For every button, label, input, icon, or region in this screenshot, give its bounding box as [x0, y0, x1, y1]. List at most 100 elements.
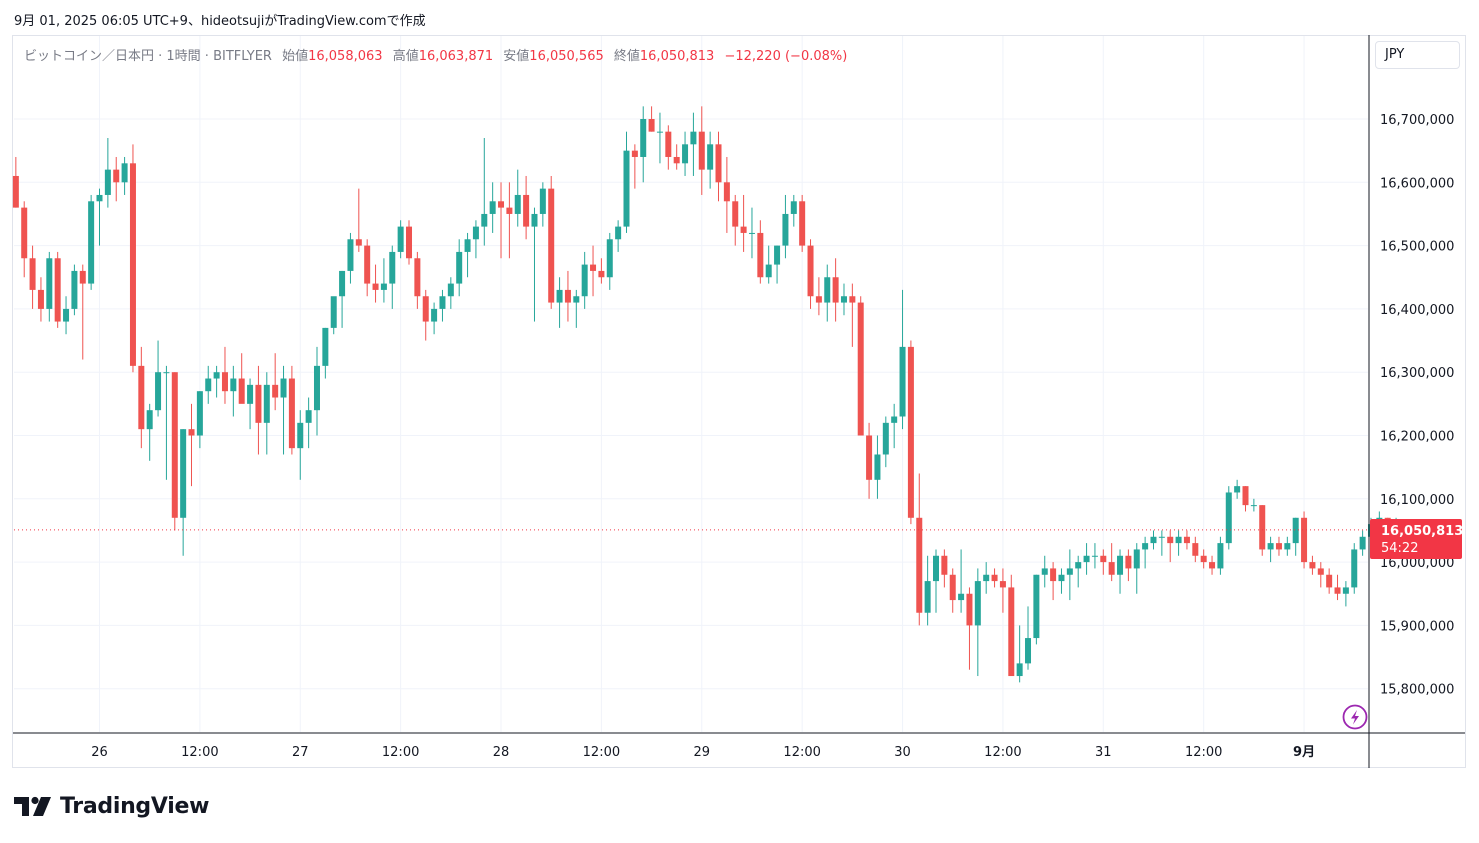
candle-body	[1351, 549, 1358, 588]
candle-body	[422, 296, 429, 322]
candle-body	[548, 188, 555, 303]
candle	[916, 473, 923, 626]
candle	[1351, 543, 1358, 594]
candle	[121, 156, 128, 195]
candle	[498, 182, 505, 259]
candle	[37, 277, 44, 322]
candle	[698, 106, 705, 195]
candle-body	[665, 131, 672, 157]
candle-body	[782, 213, 789, 246]
candle	[414, 251, 421, 309]
candle-body	[1334, 587, 1341, 594]
candle	[573, 289, 580, 328]
candle-body	[1326, 574, 1333, 588]
candle-body	[631, 150, 638, 157]
candle-body	[129, 163, 136, 366]
candle-body	[464, 239, 471, 252]
candle	[640, 106, 647, 183]
currency-button[interactable]: JPY	[1375, 41, 1460, 69]
candle-body	[1033, 574, 1040, 639]
candle-body	[682, 144, 689, 164]
x-tick-label: 12:00	[1185, 745, 1222, 760]
candle-body	[673, 156, 680, 164]
price-tag-bg	[1370, 519, 1462, 559]
y-tick-label: 16,400,000	[1380, 303, 1454, 318]
candle-body	[439, 296, 446, 309]
candle	[1275, 536, 1282, 556]
candle-body	[1209, 562, 1216, 569]
candle-body	[1267, 543, 1274, 550]
price-tag: 16,050,813 54:22	[1370, 519, 1463, 559]
lightning-icon[interactable]	[1342, 704, 1368, 730]
time-axis: 26 12:00 27 12:00 28 12:00 29 12:00 30 12:00 31 12:…	[91, 745, 1315, 760]
candles	[12, 106, 1408, 683]
candle	[1083, 543, 1090, 575]
candle-body	[196, 391, 203, 436]
candle	[221, 346, 228, 404]
candle	[1066, 549, 1073, 601]
candle-body	[188, 429, 195, 436]
candle	[1025, 606, 1032, 670]
candle	[71, 264, 78, 316]
candle-body	[146, 410, 153, 430]
chart-frame	[12, 35, 1466, 768]
candle-body	[313, 365, 320, 411]
y-tick-label: 16,000,000	[1380, 556, 1454, 571]
candle	[782, 194, 789, 259]
candle	[1242, 486, 1249, 512]
candle	[882, 416, 889, 468]
candle-body	[364, 245, 371, 284]
candle-body	[1083, 555, 1090, 563]
x-tick-label: 12:00	[181, 745, 218, 760]
candle	[305, 397, 312, 449]
candle	[506, 182, 513, 259]
candle-body	[1058, 574, 1065, 582]
candle	[523, 175, 530, 240]
candle-body	[1342, 587, 1349, 594]
candle	[966, 587, 973, 670]
candle	[899, 289, 906, 430]
candle-body	[815, 296, 822, 303]
candle	[347, 232, 354, 284]
candle	[1117, 549, 1124, 594]
candle-body	[96, 194, 103, 202]
candle	[1075, 555, 1082, 588]
candle	[1301, 511, 1308, 569]
candle-body	[1359, 536, 1366, 550]
candle	[849, 283, 856, 347]
candle-body	[389, 251, 396, 284]
tradingview-brand[interactable]: TradingView	[14, 791, 209, 821]
candle	[840, 283, 847, 316]
candle-body	[272, 384, 279, 398]
candle-body	[481, 213, 488, 227]
candle	[866, 422, 873, 499]
candle	[12, 156, 19, 208]
candle	[1217, 536, 1224, 575]
candle-body	[916, 517, 923, 613]
candle-body	[531, 213, 538, 227]
y-tick-label: 16,100,000	[1380, 493, 1454, 508]
candle-body	[623, 150, 630, 227]
tradingview-logo-icon	[14, 796, 51, 816]
candle	[1033, 574, 1040, 645]
candle	[690, 112, 697, 176]
candle	[581, 251, 588, 309]
candle	[1091, 543, 1098, 569]
candle-body	[1217, 543, 1224, 569]
candle	[958, 549, 965, 613]
candle-body	[732, 201, 739, 227]
candle	[380, 258, 387, 303]
y-tick-label: 16,700,000	[1380, 113, 1454, 128]
candle	[230, 365, 237, 417]
candle-body	[1150, 536, 1157, 544]
candle-body	[514, 194, 521, 214]
candle	[1309, 555, 1316, 575]
candle-body	[54, 258, 61, 322]
candle	[456, 239, 463, 297]
ohlc-legend: ビットコイン／日本円 · 1時間 · BITFLYER 始値16,058,063…	[24, 45, 847, 64]
candle	[564, 270, 571, 322]
candle	[129, 144, 136, 373]
candle	[313, 346, 320, 436]
candle	[238, 353, 245, 404]
